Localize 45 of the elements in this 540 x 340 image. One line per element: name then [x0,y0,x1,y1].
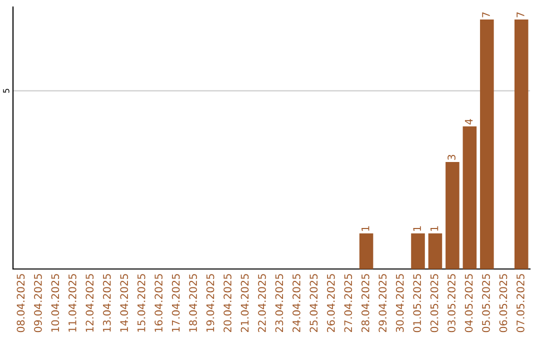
data-label: 1 [362,226,370,231]
x-tick-label: 19.04.2025 [206,274,214,332]
x-tick-label: 05.05.2025 [482,274,490,332]
x-tick-label: 21.04.2025 [240,274,249,332]
bar [428,233,442,269]
x-tick-label: 27.04.2025 [344,274,352,332]
data-label: 1 [413,226,421,231]
x-tick-label: 25.04.2025 [310,274,318,332]
x-tick-label: 01.05.2025 [413,274,422,332]
x-tick-label: 16.04.2025 [154,274,163,332]
x-tick-label: 03.05.2025 [448,274,456,332]
x-tick-label: 14.04.2025 [120,274,128,332]
data-label: 3 [448,154,456,160]
x-tick-label: 28.04.2025 [361,274,370,332]
data-label: 1 [430,226,438,231]
x-tick-label: 15.04.2025 [137,274,146,332]
data-label: 7 [516,12,524,18]
bar [411,233,425,269]
data-label: 4 [464,118,473,125]
x-tick-label: 04.05.2025 [464,274,473,332]
x-tick-label: 29.04.2025 [378,274,387,332]
x-tick-label: 09.04.2025 [34,274,42,332]
x-tick-label: 08.04.2025 [16,274,25,332]
x-tick-label: 24.04.2025 [292,274,300,332]
x-tick-label: 11.04.2025 [68,274,76,332]
x-tick-label: 23.04.2025 [275,274,284,332]
bar [514,19,528,269]
x-tick-label: 17.04.2025 [172,274,180,332]
bar [359,233,374,269]
x-tick-label: 06.05.2025 [499,274,508,332]
x-tick-label: 22.04.2025 [258,274,266,332]
x-tick-label: 12.04.2025 [86,274,94,332]
x-tick-label: 02.05.2025 [430,274,438,332]
x-tick-label: 07.05.2025 [516,274,524,332]
x-tick-label: 10.04.2025 [51,274,60,332]
data-label: 7 [482,12,490,18]
ref-line-label: 5 [3,88,10,93]
bar [446,162,460,269]
x-tick-label: 13.04.2025 [102,274,111,332]
bar [480,19,494,269]
x-tick-label: 20.04.2025 [224,274,232,332]
bar [462,126,477,269]
x-tick-label: 30.04.2025 [396,274,404,332]
x-tick-label: 26.04.2025 [326,274,335,332]
x-tick-label: 18.04.2025 [189,274,197,332]
